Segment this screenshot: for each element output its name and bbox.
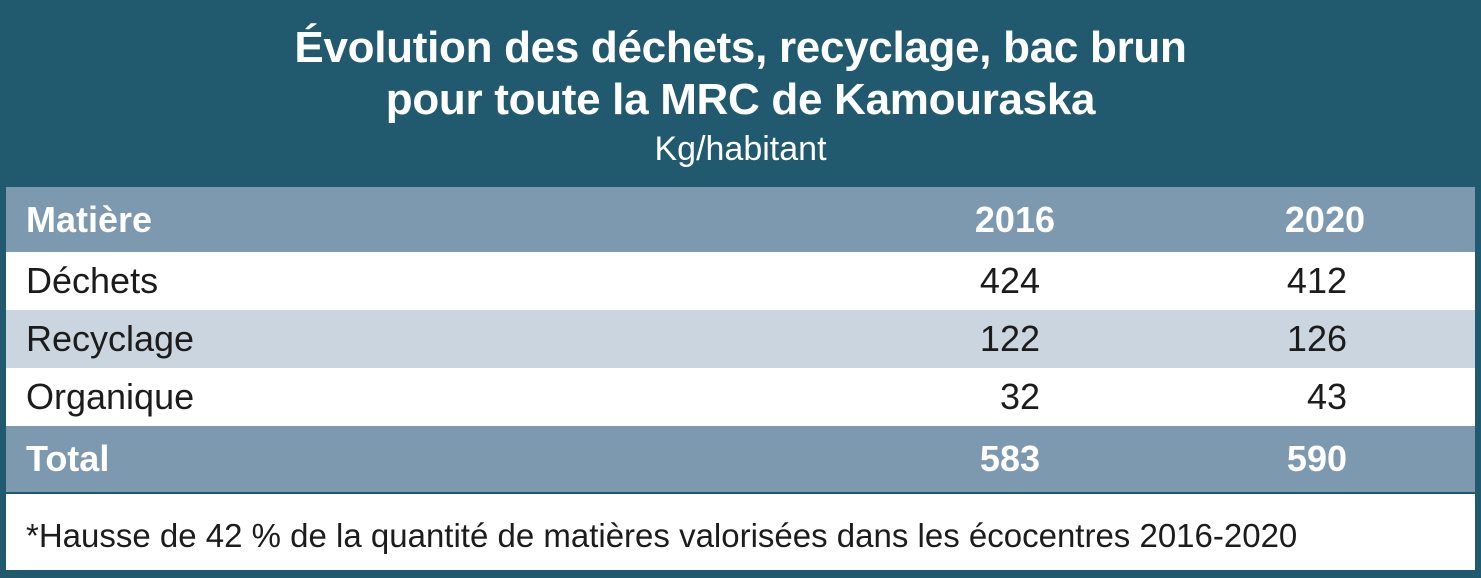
column-header-row: Matière 2016 2020 bbox=[6, 187, 1475, 252]
column-header-2020: 2020 bbox=[1284, 198, 1365, 240]
unit-label: Kg/habitant bbox=[654, 130, 827, 168]
value-2016: 424 bbox=[979, 260, 1040, 301]
total-row: Total 583 590 bbox=[6, 426, 1475, 492]
title-line-1: Évolution des déchets, recyclage, bac br… bbox=[294, 23, 1187, 72]
footnote: *Hausse de 42 % de la quantité de matièr… bbox=[6, 494, 1475, 570]
value-2020: 43 bbox=[1306, 376, 1347, 417]
row-label: Déchets bbox=[26, 260, 159, 301]
table-row: Organique 32 43 bbox=[6, 368, 1475, 426]
table-row: Déchets 424 412 bbox=[6, 252, 1475, 310]
total-2016: 583 bbox=[979, 438, 1040, 479]
value-2016: 122 bbox=[979, 318, 1040, 359]
value-2020: 412 bbox=[1286, 260, 1347, 301]
data-table: Matière 2016 2020 Déchets 424 412 Recycl… bbox=[6, 187, 1475, 492]
value-2016: 32 bbox=[999, 376, 1040, 417]
row-label: Organique bbox=[26, 376, 195, 417]
row-label: Recyclage bbox=[26, 318, 195, 359]
total-label: Total bbox=[26, 438, 110, 479]
total-2020: 590 bbox=[1286, 438, 1347, 479]
table-row: Recyclage 122 126 bbox=[6, 310, 1475, 368]
table-header-block: Évolution des déchets, recyclage, bac br… bbox=[0, 0, 1481, 186]
value-2020: 126 bbox=[1286, 318, 1347, 359]
column-header-matiere: Matière bbox=[26, 198, 153, 240]
title-line-2: pour toute la MRC de Kamouraska bbox=[385, 75, 1096, 124]
column-header-2016: 2016 bbox=[974, 198, 1055, 240]
